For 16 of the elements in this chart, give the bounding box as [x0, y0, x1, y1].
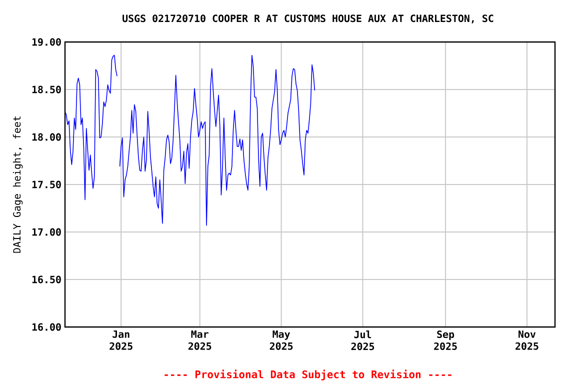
y-axis-title: DAILY Gage height, feet [12, 116, 23, 253]
x-tick-label: May 2025 [270, 330, 293, 350]
y-tick-label: 16.50 [32, 276, 61, 284]
text: ---- Provisional Data Subject to Revision ---- [164, 370, 452, 380]
x-tick-label: Jul 2025 [351, 330, 374, 350]
y-tick-label: 16.00 [32, 323, 61, 331]
y-tick-label: 18.50 [32, 86, 61, 94]
chart-title: USGS 021720710 COOPER R AT CUSTOMS HOUSE AUX AT CHARLESTON, SC [122, 14, 494, 24]
y-tick-label: 19.00 [32, 38, 61, 46]
x-tick-label: Jan 2025 [110, 330, 132, 350]
y-tick-label: 17.50 [32, 180, 61, 188]
x-tick-label: Mar 2025 [188, 330, 212, 350]
y-tick-label: 17.00 [32, 228, 61, 236]
y-tick-label: 18.00 [32, 133, 61, 141]
x-tick-label: Sep 2025 [434, 330, 457, 350]
x-tick-label: Nov 2025 [516, 330, 538, 350]
